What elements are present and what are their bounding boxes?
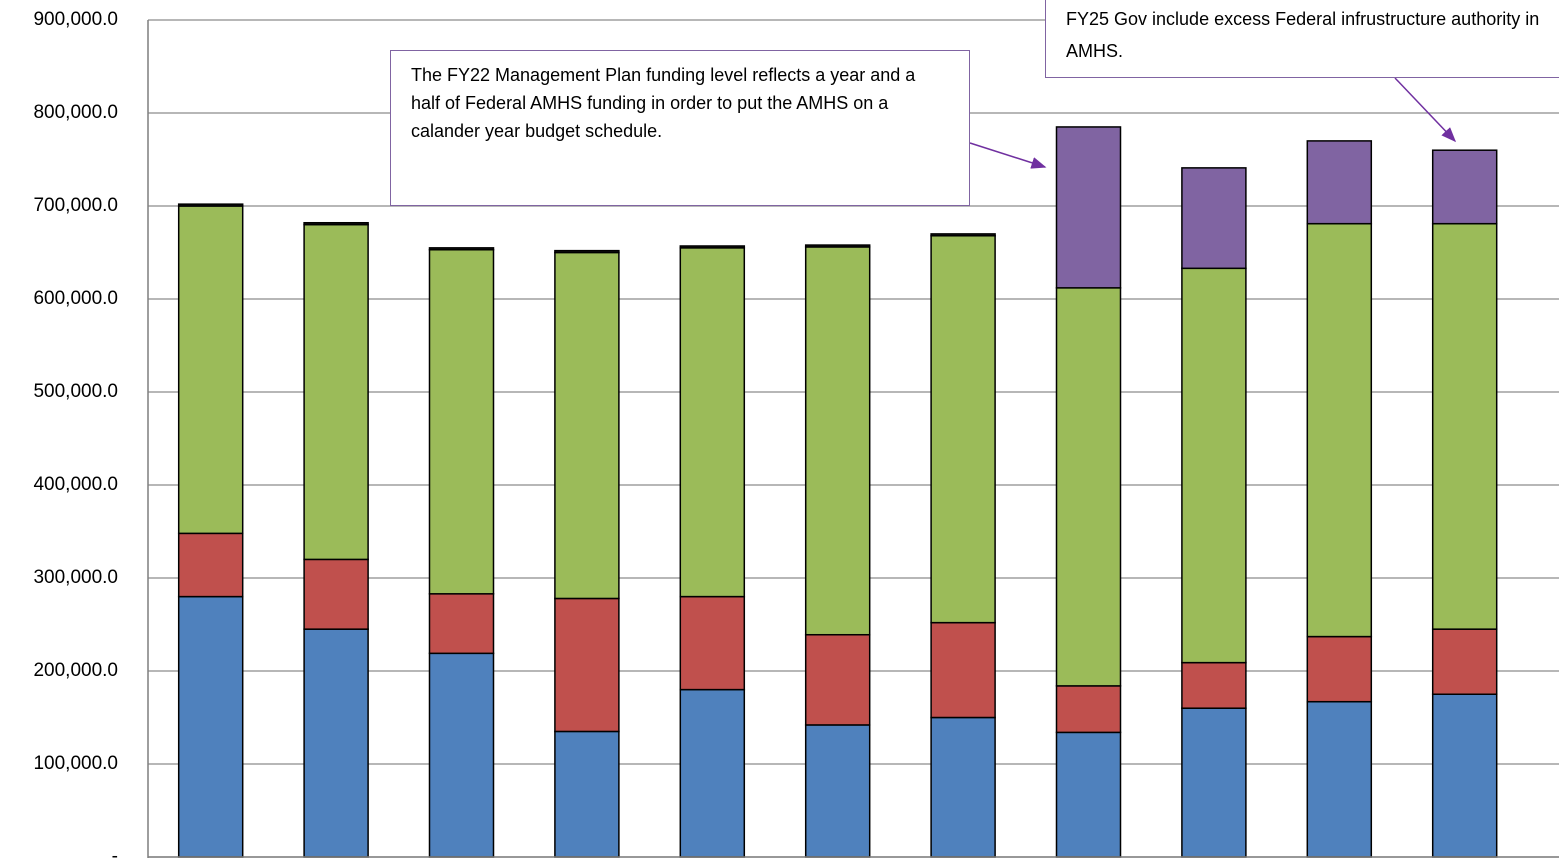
y-tick-label: 900,000.0 <box>33 9 118 30</box>
bar-segment <box>554 249 620 254</box>
bar-segment <box>804 633 871 726</box>
bar-segment <box>679 247 746 598</box>
bar-segment <box>1181 661 1247 709</box>
y-tick-label: 500,000.0 <box>33 381 118 402</box>
bar-segment <box>679 245 746 249</box>
bar-segment <box>1055 126 1122 289</box>
y-tick-label: 700,000.0 <box>33 195 118 216</box>
bar-segment <box>930 716 996 858</box>
y-tick-label: 600,000.0 <box>33 288 118 309</box>
bar-segment <box>177 205 244 535</box>
bar-segment <box>1306 635 1373 703</box>
bar-segment <box>177 532 244 598</box>
bar-segment <box>679 595 746 691</box>
bar-segment <box>428 652 495 858</box>
bar-segment <box>177 595 244 858</box>
bar-segment <box>1431 693 1498 858</box>
bars <box>177 126 1498 858</box>
y-tick-label: - <box>112 846 118 860</box>
bar-segment <box>804 724 871 858</box>
bar-segment <box>1306 222 1373 638</box>
bar-segment <box>554 597 620 733</box>
annotation: The FY22 Management Plan funding level r… <box>390 50 970 206</box>
bar-segment <box>554 251 620 600</box>
bar-segment <box>1055 685 1122 734</box>
bar-segment <box>303 221 369 226</box>
bar-segment <box>1431 628 1498 696</box>
bar-segment <box>1181 267 1247 664</box>
y-tick-label: 800,000.0 <box>33 102 118 123</box>
bar-segment <box>930 621 996 719</box>
bar-segment <box>428 593 495 655</box>
bar-segment <box>1181 167 1247 270</box>
y-tick-label: 300,000.0 <box>33 567 118 588</box>
bar-segment <box>554 730 620 858</box>
bar-segment <box>303 558 369 630</box>
bar-segment <box>303 628 369 858</box>
bar-segment <box>1055 287 1122 687</box>
bar-segment <box>804 244 871 248</box>
y-tick-label: 400,000.0 <box>33 474 118 495</box>
bar-segment <box>1431 149 1498 225</box>
bar-segment <box>1306 700 1373 858</box>
bar-segment <box>930 235 996 624</box>
bar-segment <box>1306 140 1373 225</box>
bar-segment <box>177 203 244 207</box>
y-tick-label: 100,000.0 <box>33 753 118 774</box>
bar-segment <box>303 223 369 561</box>
bar-segment <box>804 246 871 636</box>
bar-segment <box>930 233 996 237</box>
annotation: FY25 Gov include excess Federal infrustr… <box>1045 0 1559 78</box>
bar-segment <box>428 247 495 251</box>
annotation-arrow <box>1394 77 1457 143</box>
annotation-arrow <box>969 142 1047 169</box>
bar-segment <box>679 688 746 858</box>
y-tick-label: 200,000.0 <box>33 660 118 681</box>
bar-segment <box>1055 731 1122 858</box>
bar-segment <box>428 248 495 595</box>
bar-segment <box>1431 222 1498 630</box>
bar-segment <box>1181 707 1247 858</box>
